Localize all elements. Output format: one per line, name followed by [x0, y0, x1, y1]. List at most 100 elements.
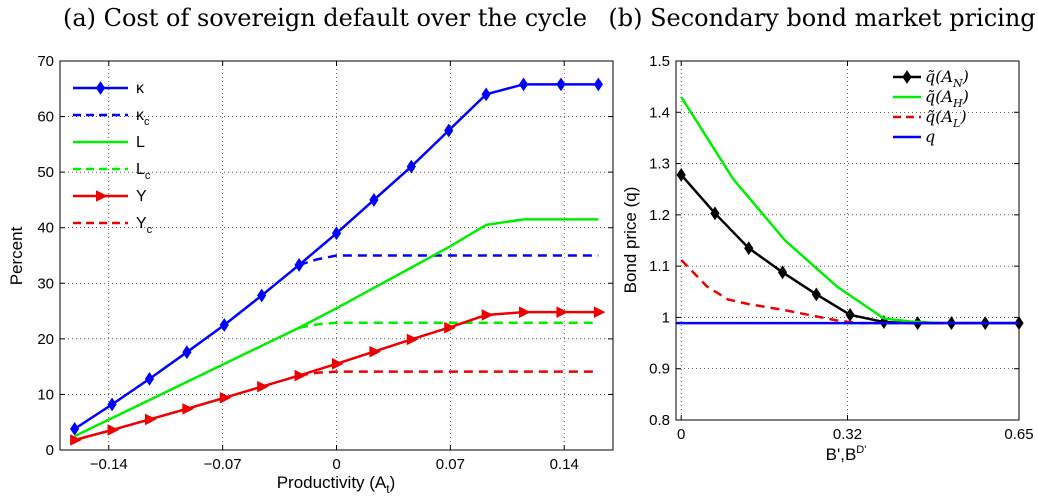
x-tick-label: 0.65 — [1004, 426, 1033, 443]
triangle-marker — [70, 434, 82, 446]
legend-label: Lc — [136, 161, 151, 182]
triangle-marker — [593, 306, 606, 318]
series-line — [680, 96, 1019, 325]
legend-label: q — [925, 127, 935, 146]
legend-label: κ — [136, 80, 145, 97]
y-tick-label: 0 — [46, 442, 54, 459]
triangle-marker — [107, 424, 120, 436]
panel-a-x-ticks: −0.14 −0.07 0 0.07 0.14 — [90, 61, 579, 473]
legend-label: L — [136, 134, 145, 151]
panel-a: (a) Cost of sovereign default over the c… — [7, 4, 614, 496]
panel-b-y-ticks: 0.8 0.9 1 1.1 1.2 1.3 1.4 1.5 — [649, 53, 1019, 429]
series-y-c — [298, 370, 599, 377]
triangle-marker — [481, 309, 494, 321]
series-l — [74, 218, 599, 438]
triangle-marker — [444, 321, 456, 334]
panel-b-series — [676, 96, 1024, 330]
series-y — [70, 306, 606, 446]
panel-b-legend: q̃(AN)q̃(AH)q̃(AL)q — [893, 67, 969, 146]
panel-b-x-ticks: 0 0.32 0.65 — [677, 61, 1034, 443]
panel-b-xlabel-superscript: D' — [856, 444, 866, 456]
diamond-marker — [811, 287, 821, 302]
triangle-marker — [556, 306, 569, 318]
y-tick-label: 1.4 — [649, 104, 670, 121]
diamond-marker — [331, 226, 342, 241]
series-l-c — [298, 321, 599, 329]
x-tick-label: 0 — [677, 426, 685, 443]
legend-label: q̃(AN) — [925, 67, 969, 90]
panel-b-frame — [675, 60, 1020, 421]
diamond-marker — [710, 206, 720, 221]
diamond-marker — [70, 421, 80, 436]
triangle-marker — [406, 333, 419, 346]
x-tick-label: −0.14 — [90, 456, 128, 473]
series-line — [74, 218, 599, 438]
diamond-marker — [845, 307, 855, 322]
x-tick-label: 0.14 — [550, 456, 579, 473]
diamond-marker — [144, 371, 155, 386]
panel-a-xlabel-close: ) — [390, 473, 396, 492]
diamond-marker — [257, 288, 267, 303]
triangle-marker — [219, 391, 232, 404]
y-tick-label: 1.5 — [649, 53, 670, 70]
series-q-a-h- — [680, 96, 1019, 325]
y-tick-label: 1.2 — [649, 207, 670, 224]
y-tick-label: 60 — [37, 109, 54, 126]
panel-b-title: (b) Secondary bond market pricing — [608, 4, 1035, 32]
legend-label: q̃(AL) — [925, 107, 967, 130]
series--c — [298, 254, 599, 267]
diamond-marker — [676, 167, 686, 182]
panel-b: (b) Secondary bond market pricing 0 0.32 0… — [608, 4, 1035, 464]
y-tick-label: 1.3 — [649, 156, 670, 173]
panel-a-xlabel-main: Productivity (A — [277, 473, 387, 492]
x-tick-label: 0.32 — [833, 426, 862, 443]
y-tick-label: 0.8 — [649, 412, 670, 429]
diamond-marker — [107, 397, 117, 412]
legend-label: Y — [136, 188, 147, 205]
panel-a-legend: κ κc L Lc Y Yc — [73, 80, 153, 236]
panel-a-xlabel-subscript: t — [386, 482, 390, 496]
panel-b-grid — [676, 60, 1020, 421]
triangle-marker — [332, 358, 344, 370]
x-tick-label: 0.07 — [436, 456, 465, 473]
panel-a-y-ticks: 0 10 20 30 40 50 60 70 — [37, 53, 613, 459]
series-line — [298, 254, 599, 267]
diamond-marker — [481, 87, 491, 102]
series-line — [298, 321, 599, 329]
diamond-marker — [902, 70, 912, 84]
panel-b-xlabel-main: B',B — [826, 445, 857, 464]
y-tick-label: 0.9 — [649, 361, 670, 378]
x-tick-label: −0.07 — [204, 456, 242, 473]
y-tick-label: 40 — [37, 220, 54, 237]
triangle-marker — [182, 403, 194, 415]
diamond-marker — [777, 265, 788, 280]
y-tick-label: 30 — [37, 275, 54, 292]
panel-a-title: (a) Cost of sovereign default over the c… — [63, 4, 587, 32]
triangle-marker — [519, 306, 531, 318]
diamond-marker — [182, 345, 192, 360]
y-tick-label: 50 — [37, 164, 54, 181]
series-- — [70, 77, 603, 436]
legend-label: q̃(AH) — [925, 87, 969, 110]
x-tick-label: 0 — [332, 456, 340, 473]
series-line — [298, 370, 599, 377]
diamond-marker — [95, 81, 106, 95]
diamond-marker — [219, 318, 229, 332]
panel-a-x-axis-label: Productivity (At) — [277, 473, 396, 496]
diamond-marker — [518, 77, 529, 92]
y-tick-label: 20 — [37, 331, 54, 348]
diamond-marker — [593, 77, 603, 92]
y-tick-label: 1 — [662, 309, 670, 326]
diamond-marker — [369, 193, 379, 207]
triangle-marker — [96, 190, 108, 202]
diamond-marker — [406, 159, 416, 174]
triangle-marker — [369, 345, 382, 358]
panel-b-x-axis-label: B',BD' — [826, 444, 867, 464]
series-q-a-n- — [676, 167, 1024, 330]
triangle-marker — [144, 413, 157, 426]
panel-a-y-axis-label: Percent — [7, 226, 26, 285]
panel-a-series — [70, 77, 606, 446]
y-tick-label: 70 — [37, 53, 54, 70]
y-tick-label: 10 — [37, 386, 54, 403]
